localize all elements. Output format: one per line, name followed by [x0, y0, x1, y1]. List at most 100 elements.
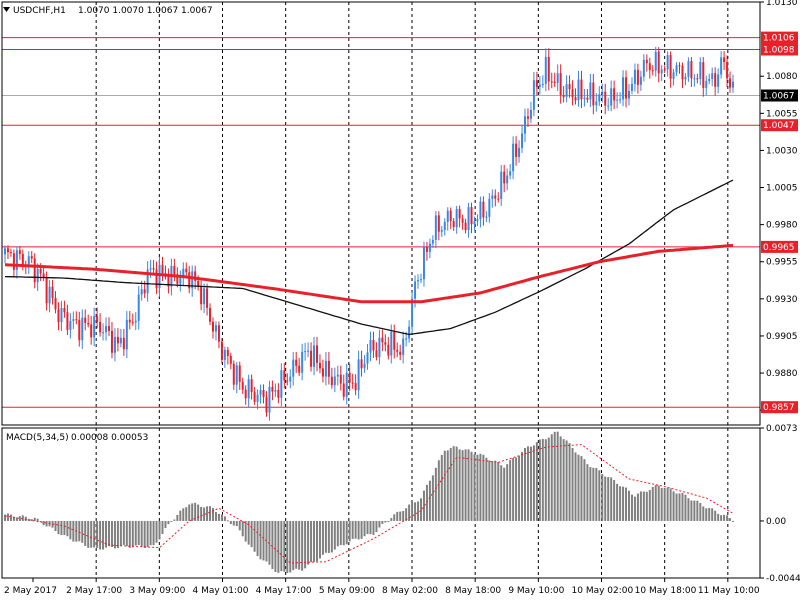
candle-body[interactable]: [535, 80, 538, 87]
candle-body[interactable]: [289, 376, 292, 382]
candle-body[interactable]: [345, 372, 348, 397]
candle-body[interactable]: [645, 59, 648, 64]
candle-body[interactable]: [556, 73, 559, 83]
candle-body[interactable]: [33, 258, 36, 283]
candle-body[interactable]: [660, 69, 663, 74]
candle-body[interactable]: [321, 368, 324, 377]
candle-body[interactable]: [461, 218, 464, 223]
candle-body[interactable]: [197, 280, 200, 287]
candle-body[interactable]: [292, 359, 295, 377]
candle-body[interactable]: [375, 350, 378, 358]
candle-body[interactable]: [348, 372, 351, 383]
candle-body[interactable]: [687, 61, 690, 77]
candle-body[interactable]: [580, 79, 583, 100]
candle-body[interactable]: [203, 288, 206, 305]
candle-body[interactable]: [654, 51, 657, 71]
candle-body[interactable]: [173, 265, 176, 275]
candle-body[interactable]: [75, 319, 78, 321]
candle-body[interactable]: [298, 365, 301, 373]
candle-body[interactable]: [286, 380, 289, 382]
candle-body[interactable]: [307, 350, 310, 352]
candle-body[interactable]: [509, 171, 512, 176]
candle-body[interactable]: [69, 320, 72, 330]
candle-body[interactable]: [425, 247, 428, 252]
candle-body[interactable]: [110, 330, 113, 353]
candle-body[interactable]: [27, 256, 30, 266]
candle-body[interactable]: [443, 221, 446, 231]
candle-body[interactable]: [616, 99, 619, 101]
candle-body[interactable]: [310, 350, 313, 367]
candle-body[interactable]: [262, 390, 265, 398]
candle-body[interactable]: [470, 207, 473, 225]
candle-body[interactable]: [690, 61, 693, 79]
candle-body[interactable]: [18, 250, 21, 254]
candle-body[interactable]: [518, 147, 521, 157]
candle-body[interactable]: [354, 383, 357, 391]
candle-body[interactable]: [223, 349, 226, 360]
candle-body[interactable]: [723, 57, 726, 63]
candle-body[interactable]: [455, 209, 458, 228]
candle-body[interactable]: [544, 56, 547, 84]
candle-body[interactable]: [633, 69, 636, 84]
candle-body[interactable]: [167, 275, 170, 287]
candle-body[interactable]: [672, 72, 675, 79]
candle-body[interactable]: [473, 221, 476, 225]
candle-body[interactable]: [497, 198, 500, 200]
candle-body[interactable]: [598, 94, 601, 102]
candle-body[interactable]: [378, 337, 381, 358]
candle-body[interactable]: [277, 389, 280, 398]
candle-body[interactable]: [366, 352, 369, 364]
candle-body[interactable]: [577, 79, 580, 101]
candle-body[interactable]: [93, 316, 96, 338]
candle-body[interactable]: [428, 243, 431, 252]
candle-body[interactable]: [149, 268, 152, 270]
candle-body[interactable]: [63, 308, 66, 313]
candle-body[interactable]: [244, 389, 247, 399]
candle-body[interactable]: [137, 294, 140, 321]
candle-body[interactable]: [613, 88, 616, 101]
candle-body[interactable]: [384, 342, 387, 345]
candle-body[interactable]: [84, 317, 87, 323]
candle-body[interactable]: [194, 271, 197, 281]
candle-body[interactable]: [21, 253, 24, 266]
candle-body[interactable]: [229, 355, 232, 364]
candle-body[interactable]: [78, 319, 81, 341]
candle-body[interactable]: [663, 69, 666, 71]
candle-body[interactable]: [206, 288, 209, 308]
candle-body[interactable]: [639, 76, 642, 85]
candle-body[interactable]: [521, 133, 524, 148]
candle-body[interactable]: [565, 84, 568, 97]
candle-body[interactable]: [648, 63, 651, 71]
candle-body[interactable]: [105, 326, 108, 333]
candle-body[interactable]: [678, 65, 681, 67]
candle-body[interactable]: [36, 268, 39, 283]
candle-body[interactable]: [402, 338, 405, 355]
candle-body[interactable]: [684, 76, 687, 80]
candle-body[interactable]: [87, 322, 90, 325]
candle-body[interactable]: [512, 143, 515, 172]
candle-body[interactable]: [619, 99, 622, 101]
candle-body[interactable]: [488, 198, 491, 217]
candle-body[interactable]: [268, 386, 271, 413]
candle-body[interactable]: [372, 340, 375, 351]
candle-body[interactable]: [116, 337, 119, 344]
candle-body[interactable]: [625, 77, 628, 99]
candle-body[interactable]: [96, 316, 99, 322]
candle-body[interactable]: [464, 222, 467, 231]
candle-body[interactable]: [54, 297, 57, 310]
candle-body[interactable]: [550, 81, 553, 83]
candle-body[interactable]: [452, 221, 455, 228]
candle-body[interactable]: [729, 78, 732, 88]
candle-body[interactable]: [99, 321, 102, 333]
candle-body[interactable]: [562, 95, 565, 97]
candle-body[interactable]: [431, 239, 434, 244]
candle-body[interactable]: [158, 264, 161, 289]
candle-body[interactable]: [220, 341, 223, 360]
candle-body[interactable]: [226, 349, 229, 356]
candle-body[interactable]: [259, 390, 262, 395]
candle-body[interactable]: [494, 195, 497, 199]
candle-body[interactable]: [420, 279, 422, 281]
candle-body[interactable]: [42, 273, 45, 278]
candle-body[interactable]: [524, 116, 526, 134]
candle-body[interactable]: [6, 248, 9, 253]
